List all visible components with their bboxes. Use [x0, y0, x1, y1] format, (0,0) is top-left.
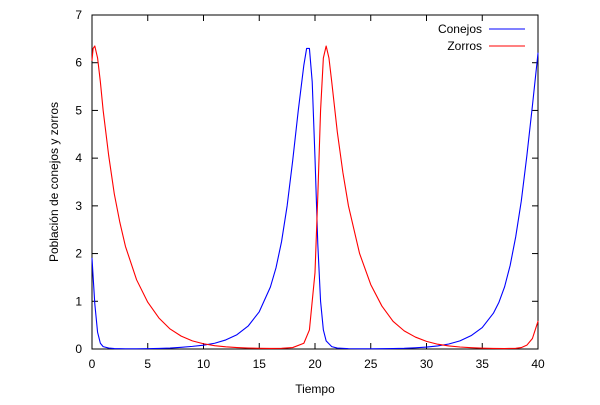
y-axis-label: Población de conejos y zorros: [47, 102, 61, 262]
y-tick-label: 2: [75, 247, 82, 261]
series-line-conejos: [91, 47, 539, 350]
y-tick-label: 1: [75, 294, 82, 308]
x-tick-label: 5: [144, 357, 151, 371]
x-tick-label: 0: [89, 357, 96, 371]
x-axis-label: Tiempo: [295, 382, 335, 396]
y-tick-label: 7: [75, 8, 82, 22]
series-line-zorros: [91, 45, 539, 350]
x-tick-label: 25: [364, 357, 378, 371]
y-tick-label: 6: [75, 56, 82, 70]
y-tick-label: 0: [75, 342, 82, 356]
x-tick-label: 40: [531, 357, 545, 371]
legend-label: Zorros: [447, 39, 482, 53]
y-tick-label: 3: [75, 199, 82, 213]
x-tick-label: 20: [308, 357, 322, 371]
series-layer: [91, 45, 539, 350]
x-tick-label: 35: [476, 357, 490, 371]
ticks-layer: 0 5 10 15 20 25 30 35 40 0 1 2 3 4 5 6 7: [75, 8, 545, 371]
x-tick-label: 30: [420, 357, 434, 371]
y-tick-label: 4: [75, 151, 82, 165]
legend-label: Conejos: [438, 22, 482, 36]
x-tick-label: 15: [253, 357, 267, 371]
plot-frame: [91, 14, 539, 350]
legend: Conejos Zorros: [438, 22, 525, 53]
y-tick-label: 5: [75, 103, 82, 117]
x-tick-label: 10: [197, 357, 211, 371]
